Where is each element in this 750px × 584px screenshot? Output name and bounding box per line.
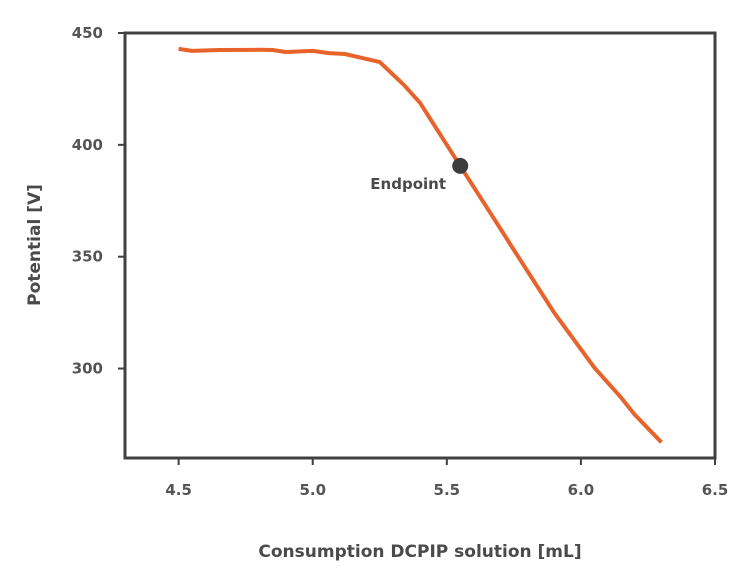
y-axis-label: Potential [V] bbox=[25, 184, 45, 306]
endpoint-marker bbox=[452, 157, 469, 174]
endpoint-label: Endpoint bbox=[370, 175, 446, 193]
x-tick-label: 6.5 bbox=[702, 481, 729, 499]
x-axis-label: Consumption DCPIP solution [mL] bbox=[258, 542, 581, 562]
potential-curve bbox=[178, 46, 663, 444]
x-tick-label: 6.0 bbox=[568, 481, 595, 499]
y-tick-label: 400 bbox=[72, 136, 103, 154]
y-tick-label: 450 bbox=[72, 24, 103, 42]
x-tick-label: 4.5 bbox=[165, 481, 192, 499]
x-tick-label: 5.5 bbox=[434, 481, 461, 499]
plot-frame bbox=[123, 31, 717, 460]
y-tick-label: 300 bbox=[72, 360, 103, 378]
x-tick-label: 5.0 bbox=[299, 481, 326, 499]
y-tick-label: 350 bbox=[72, 248, 103, 266]
